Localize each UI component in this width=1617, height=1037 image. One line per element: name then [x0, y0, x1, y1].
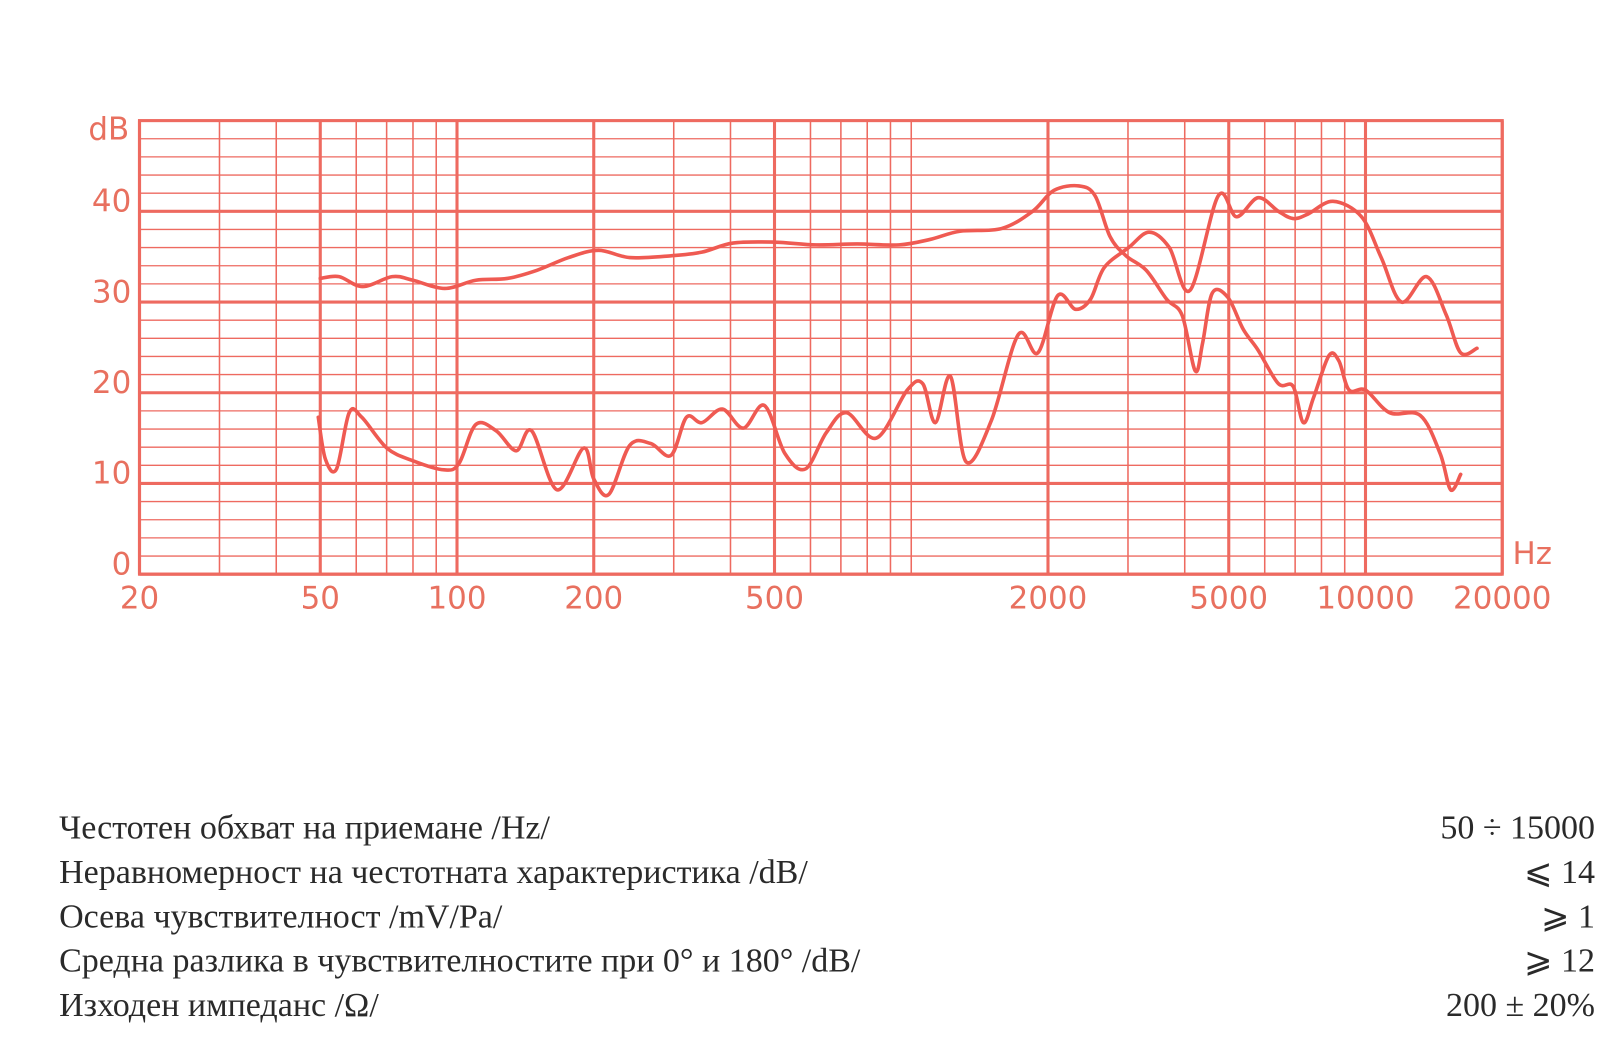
x-tick-label: 2000 [1009, 580, 1088, 616]
x-axis-label: Hz [1513, 536, 1552, 572]
x-tick-label: 50 [301, 580, 340, 616]
spec-table: Честотен обхват на приемане /Hz/50 ÷ 150… [59, 810, 1595, 1024]
chart: 0 10 20 30 40 20 50 100 200 500 2000 5000 10000 20000… [88, 111, 1552, 616]
spec-value: ⩾ 12 [1524, 943, 1595, 980]
x-tick-label: 500 [745, 580, 804, 616]
spec-value: 50 ÷ 15000 [1440, 810, 1595, 847]
spec-value: 200 ± 20% [1446, 987, 1595, 1024]
spec-label: Изходен импеданс /Ω/ [59, 987, 379, 1024]
y-tick-label: 10 [92, 456, 131, 492]
spec-value: ⩽ 14 [1524, 854, 1595, 891]
spec-label: Честотен обхват на приемане /Hz/ [59, 810, 550, 847]
x-tick-label: 200 [564, 580, 623, 616]
x-tick-label: 5000 [1189, 580, 1268, 616]
y-tick-label: 40 [92, 184, 131, 220]
spec-label: Неравномерност на честотната характерист… [59, 854, 808, 891]
spec-value: ⩾ 1 [1541, 898, 1595, 935]
y-axis-label: dB [88, 111, 129, 147]
x-tick-label: 20 [120, 580, 159, 616]
x-tick-label: 100 [428, 580, 487, 616]
y-tick-label: 20 [92, 365, 131, 401]
x-tick-label: 20000 [1453, 580, 1551, 616]
spec-label: Средна разлика в чувствителностите при 0… [59, 943, 861, 980]
y-tick-label: 0 [112, 546, 132, 582]
response-curve [316, 191, 1479, 498]
y-tick-label: 30 [92, 274, 131, 310]
spec-label: Осева чувствителност /mV/Pa/ [59, 898, 503, 935]
response-curve [318, 183, 1463, 493]
x-tick-label: 10000 [1316, 580, 1414, 616]
